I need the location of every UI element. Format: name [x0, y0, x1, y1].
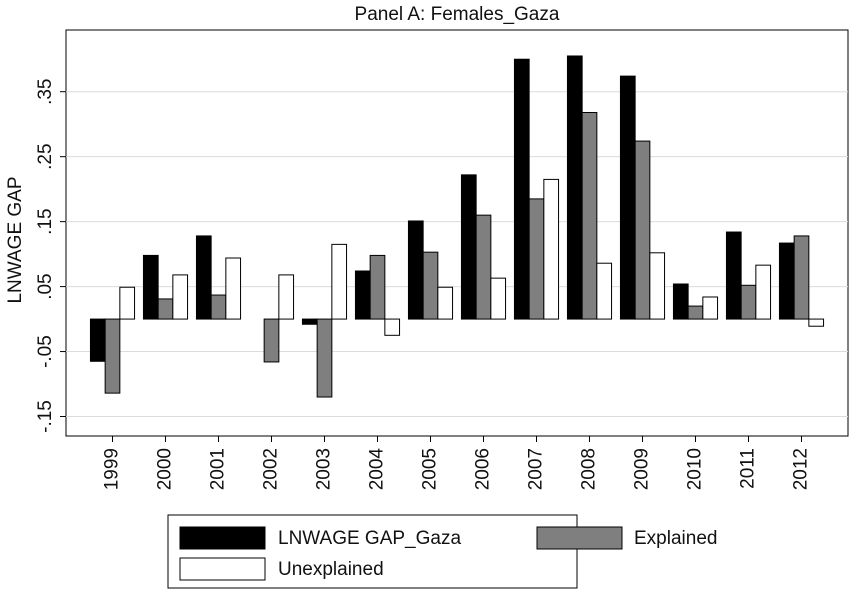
x-tick-label: 2010 — [685, 448, 706, 490]
bar — [543, 178, 560, 320]
x-tick-label: 2005 — [420, 448, 441, 490]
bar — [702, 296, 719, 320]
bar — [369, 254, 386, 320]
bar — [793, 235, 810, 320]
bar — [460, 174, 477, 320]
bar — [331, 243, 348, 320]
y-tick-label: .05 — [35, 273, 56, 299]
bar — [490, 277, 507, 320]
y-tick-label: -.05 — [35, 335, 56, 368]
bar — [195, 235, 212, 320]
bar — [89, 318, 106, 362]
bar — [301, 318, 318, 325]
bar — [725, 231, 742, 320]
bar — [778, 242, 795, 320]
x-tick-label: 2001 — [208, 448, 229, 490]
chart-title: Panel A: Females_Gaza — [355, 4, 560, 25]
x-tick-label: 2002 — [261, 448, 282, 490]
x-tick-label: 2006 — [473, 448, 494, 490]
y-tick-label: .15 — [35, 208, 56, 234]
x-tick-label: 2011 — [738, 448, 759, 489]
bar — [422, 251, 439, 320]
legend-label: LNWAGE GAP_Gaza — [278, 528, 461, 549]
x-tick-label: 2008 — [579, 448, 600, 490]
x-tick-label: 1999 — [102, 448, 123, 490]
legend-swatch — [179, 557, 266, 581]
bar — [142, 254, 159, 320]
plot-frame — [65, 29, 849, 437]
x-tick-label: 2000 — [155, 448, 176, 490]
bar — [566, 55, 583, 320]
bar — [210, 294, 227, 320]
bar — [808, 318, 825, 327]
y-tick-label: .35 — [35, 79, 56, 105]
bar — [119, 286, 136, 320]
bar — [740, 284, 757, 320]
bar — [619, 75, 636, 320]
bar — [104, 318, 121, 394]
bar — [157, 298, 174, 320]
y-tick-label: .25 — [35, 143, 56, 169]
legend-swatch — [536, 526, 623, 550]
bar — [172, 274, 189, 320]
bar — [407, 220, 424, 320]
bar — [581, 111, 598, 320]
bar — [225, 257, 242, 320]
bar — [528, 198, 545, 320]
bar — [316, 318, 333, 398]
bar — [354, 270, 371, 320]
bar — [263, 318, 280, 363]
y-axis-label: LNWAGE GAP — [5, 176, 26, 303]
bar — [596, 262, 613, 320]
bar — [475, 214, 492, 320]
x-tick-label: 2009 — [632, 448, 653, 490]
legend-label: Unexplained — [278, 559, 384, 580]
bar — [278, 274, 295, 320]
bar — [687, 305, 704, 320]
y-tick-label: -.15 — [35, 400, 56, 433]
legend-swatch — [179, 526, 266, 550]
bar — [437, 286, 454, 320]
bar — [672, 283, 689, 320]
legend-label: Explained — [634, 528, 717, 549]
x-tick-label: 2004 — [367, 448, 388, 491]
x-tick-label: 2003 — [314, 448, 335, 490]
x-tick-label: 2007 — [526, 448, 547, 490]
bar — [755, 264, 772, 320]
bar — [634, 140, 651, 320]
x-tick-label: 2012 — [791, 448, 812, 490]
bar — [513, 58, 530, 320]
bar — [384, 318, 401, 336]
bar — [649, 252, 666, 320]
